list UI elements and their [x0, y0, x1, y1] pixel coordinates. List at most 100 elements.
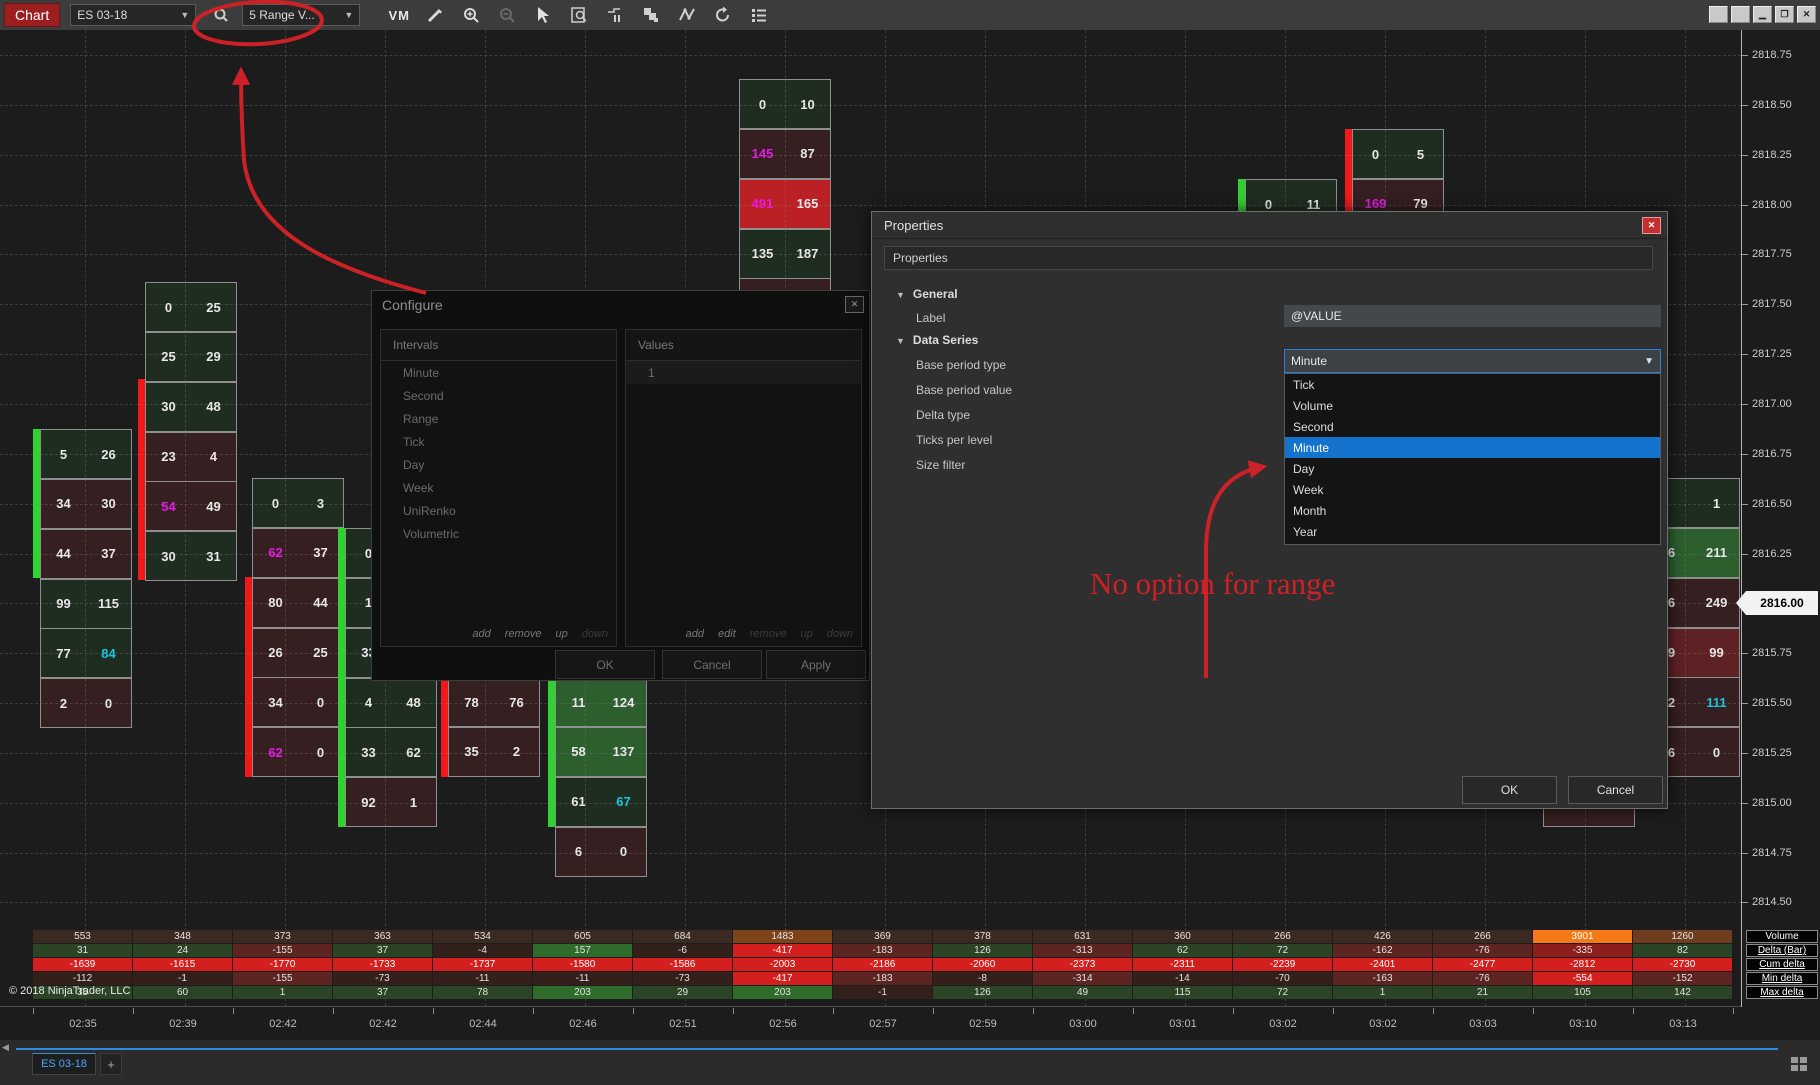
dropdown-option-minute[interactable]: Minute: [1285, 437, 1660, 458]
price-tick: [1742, 304, 1748, 306]
dropdown-option-year[interactable]: Year: [1293, 524, 1318, 539]
configure-ok-button[interactable]: OK: [555, 650, 655, 679]
price-label: 2817.75: [1752, 248, 1792, 261]
ask-volume: 211: [1706, 545, 1727, 561]
bid-volume: 78: [464, 694, 479, 710]
bar-type-icon[interactable]: [604, 4, 626, 26]
tab-grid-icon[interactable]: [1790, 1056, 1810, 1072]
dropdown-option-tick[interactable]: Tick: [1293, 377, 1315, 392]
row-label-min-delta[interactable]: Min delta: [1746, 972, 1818, 985]
volume-bar-red: [1345, 129, 1352, 229]
configure-cancel-button[interactable]: Cancel: [662, 650, 762, 679]
table-cell-delta-bar-: -6: [633, 944, 732, 957]
instrument-selector[interactable]: ES 03-18 ▼: [70, 4, 197, 26]
values-links: add edit remove up down: [672, 628, 853, 640]
zoom-in-icon[interactable]: [460, 4, 482, 26]
properties-cancel-button[interactable]: Cancel: [1568, 776, 1663, 804]
label-field-caption: Label: [916, 311, 946, 325]
time-tick: [1733, 1008, 1734, 1014]
indicator-icon[interactable]: [676, 4, 698, 26]
size-filter-caption: Size filter: [916, 458, 966, 472]
window-extra-button-1[interactable]: [1709, 6, 1728, 23]
close-button[interactable]: ✕: [1797, 6, 1816, 23]
interval-item-unirenko[interactable]: UniRenko: [403, 503, 456, 518]
base-period-type-combobox[interactable]: Minute ▼: [1284, 349, 1661, 373]
footprint-cell: 145 87: [739, 128, 831, 179]
ask-volume: 49: [206, 498, 221, 514]
configure-apply-button[interactable]: Apply: [766, 650, 866, 679]
window-extra-button-2[interactable]: [1731, 6, 1750, 23]
price-label: 2816.75: [1752, 447, 1792, 460]
combobox-value: Minute: [1291, 354, 1328, 368]
instrument-search-icon[interactable]: [210, 4, 232, 26]
ask-volume: 84: [101, 645, 116, 661]
time-tick: [1333, 1008, 1334, 1014]
scroll-left-icon[interactable]: ◀: [2, 1042, 9, 1052]
delta-type-caption: Delta type: [916, 408, 971, 422]
reload-icon[interactable]: [712, 4, 734, 26]
section-data-series[interactable]: ▼ Data Series: [896, 333, 979, 347]
row-label-volume[interactable]: Volume: [1746, 930, 1818, 943]
properties-ok-button[interactable]: OK: [1462, 776, 1557, 804]
intervals-up-link[interactable]: up: [555, 628, 568, 640]
intervals-remove-link[interactable]: remove: [504, 628, 542, 640]
properties-close-icon[interactable]: ✕: [1642, 217, 1661, 234]
values-edit-link[interactable]: edit: [718, 628, 736, 640]
dropdown-option-month[interactable]: Month: [1293, 503, 1327, 518]
bid-volume: 26: [268, 645, 283, 661]
properties-dialog: Properties ✕ Properties ▼ General Label @…: [871, 211, 1668, 809]
interval-item-second[interactable]: Second: [403, 388, 444, 403]
table-cell-max-delta: 72: [1233, 986, 1332, 999]
dropdown-option-second[interactable]: Second: [1293, 419, 1334, 434]
interval-item-range[interactable]: Range: [403, 411, 439, 426]
intervals-add-link[interactable]: add: [472, 628, 491, 640]
dropdown-option-week[interactable]: Week: [1293, 482, 1324, 497]
ask-volume: 25: [206, 299, 221, 315]
interval-item-volumetric[interactable]: Volumetric: [403, 526, 460, 541]
properties-list-icon[interactable]: [748, 4, 770, 26]
time-tick: [1133, 1008, 1134, 1014]
value-item[interactable]: 1: [626, 361, 861, 384]
ask-volume: 37: [313, 545, 328, 561]
window-title-chart: Chart: [4, 3, 61, 27]
table-cell-max-delta: 203: [733, 986, 832, 999]
draw-tool-icon[interactable]: [424, 4, 446, 26]
volume-bar-green: [548, 677, 555, 827]
values-add-link[interactable]: add: [685, 628, 705, 640]
row-label-max-delta[interactable]: Max delta: [1746, 986, 1818, 999]
price-label: 2815.00: [1752, 796, 1792, 809]
footprint-cell: 80 44: [252, 577, 344, 628]
interval-item-tick[interactable]: Tick: [403, 434, 425, 449]
interval-item-day[interactable]: Day: [403, 457, 425, 472]
gridline-horizontal: [0, 503, 1741, 505]
row-label-delta-bar-[interactable]: Delta (Bar): [1746, 944, 1818, 957]
bid-volume: 0: [364, 545, 373, 561]
label-field-input[interactable]: @VALUE: [1284, 305, 1661, 327]
price-label: 2818.25: [1752, 148, 1792, 161]
configure-close-icon[interactable]: ✕: [845, 296, 864, 313]
minimize-button[interactable]: ▁: [1753, 6, 1772, 23]
panels-icon[interactable]: [640, 4, 662, 26]
time-tick: [133, 1008, 134, 1014]
add-tab-button[interactable]: +: [100, 1053, 122, 1075]
data-inspector-icon[interactable]: [568, 4, 590, 26]
tab-es-03-18[interactable]: ES 03-18: [32, 1053, 96, 1075]
zoom-out-icon[interactable]: [496, 4, 518, 26]
row-label-cum-delta[interactable]: Cum delta: [1746, 958, 1818, 971]
ask-volume: 2: [512, 744, 521, 760]
interval-item-minute[interactable]: Minute: [403, 365, 440, 380]
table-cell-max-delta: 115: [1133, 986, 1232, 999]
dropdown-option-day[interactable]: Day: [1293, 461, 1315, 476]
price-label: 2814.50: [1752, 896, 1792, 909]
interval-item-week[interactable]: Week: [403, 480, 434, 495]
time-label: 02:56: [769, 1018, 797, 1030]
table-cell-volume: 348: [133, 930, 232, 943]
section-general[interactable]: ▼ General: [896, 287, 958, 301]
pointer-tool-icon[interactable]: [532, 4, 554, 26]
period-selector[interactable]: 5 Range V... ▼: [242, 4, 361, 26]
table-cell-cum-delta: -2311: [1133, 958, 1232, 971]
maximize-button[interactable]: ❒: [1775, 6, 1794, 23]
dropdown-option-volume[interactable]: Volume: [1293, 398, 1334, 413]
volume-mode-button[interactable]: VM: [388, 4, 410, 26]
